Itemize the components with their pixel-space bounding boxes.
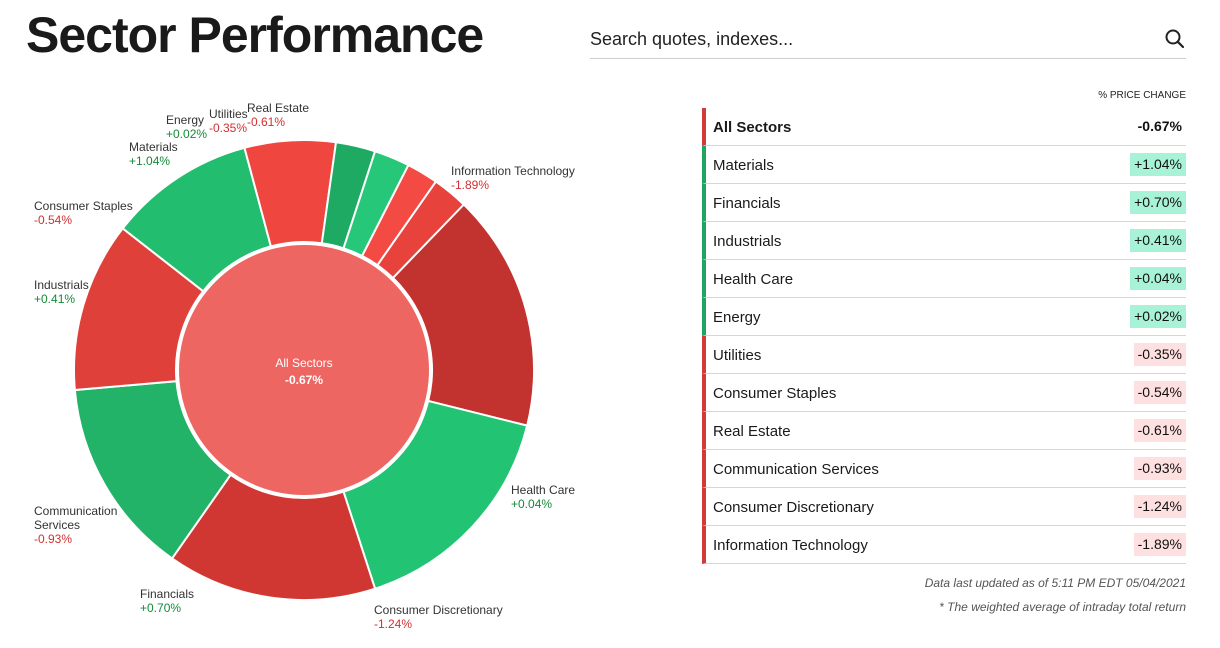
slice-change: +0.04% <box>511 497 552 511</box>
sector-row[interactable]: All Sectors -0.67% <box>702 108 1186 146</box>
center-value: -0.67% <box>285 373 323 387</box>
sector-row[interactable]: Consumer Discretionary -1.24% <box>702 488 1186 526</box>
page-title: Sector Performance <box>26 7 484 63</box>
sector-row[interactable]: Communication Services -0.93% <box>702 450 1186 488</box>
slice-change: -1.89% <box>451 178 489 192</box>
slice-label: Materials <box>129 140 178 154</box>
center-circle[interactable] <box>177 243 431 497</box>
sector-change: +0.70% <box>1130 191 1186 214</box>
slice-change: -0.93% <box>34 532 72 546</box>
sector-row[interactable]: Consumer Staples -0.54% <box>702 374 1186 412</box>
sector-change: -1.89% <box>1133 533 1186 556</box>
sector-name: Consumer Staples <box>713 385 837 402</box>
slice-label: Health Care <box>511 483 575 497</box>
sector-change: +1.04% <box>1130 153 1186 176</box>
sector-change: +0.02% <box>1130 305 1186 328</box>
sector-row[interactable]: Energy +0.02% <box>702 298 1186 336</box>
slice-change: -0.61% <box>247 115 285 129</box>
sector-name: Industrials <box>713 233 782 250</box>
slice-label: Industrials <box>34 278 89 292</box>
column-header: % PRICE CHANGE <box>1098 90 1186 101</box>
slice-change: +0.70% <box>140 601 181 615</box>
sector-name: Real Estate <box>713 423 791 440</box>
pie-slice[interactable] <box>376 180 466 280</box>
sector-name: Communication Services <box>713 461 879 478</box>
slice-change: -0.35% <box>209 121 247 135</box>
sector-name: Consumer Discretionary <box>713 499 874 516</box>
slice-label: Information Technology <box>451 164 575 178</box>
slice-label-line: Services <box>34 518 80 532</box>
slice-label: Energy <box>166 113 204 127</box>
slice-label: Consumer Discretionary <box>374 603 503 617</box>
sector-name: Energy <box>713 309 761 326</box>
sector-change: -0.67% <box>1137 118 1182 134</box>
sector-name: Health Care <box>713 271 794 288</box>
center-label: All Sectors <box>275 356 332 370</box>
sector-row[interactable]: Information Technology -1.89% <box>702 526 1186 564</box>
sector-name: Financials <box>713 195 781 212</box>
slice-label: Utilities <box>209 107 248 121</box>
sector-change: -0.54% <box>1133 381 1186 404</box>
search-bar <box>590 20 1186 59</box>
sector-change: -1.24% <box>1133 495 1186 518</box>
sector-row[interactable]: Industrials +0.41% <box>702 222 1186 260</box>
search-input[interactable] <box>590 24 1130 54</box>
sector-table: % PRICE CHANGE All Sectors -0.67% Material… <box>702 90 1186 614</box>
sector-change: -0.93% <box>1133 457 1186 480</box>
slice-label: Real Estate <box>247 101 309 115</box>
pie-slice[interactable] <box>342 399 529 591</box>
sector-name: Materials <box>713 157 774 174</box>
slice-change: +0.02% <box>166 127 207 141</box>
slice-change: -0.54% <box>34 213 72 227</box>
slice-change: +1.04% <box>129 154 170 168</box>
sector-row[interactable]: Financials +0.70% <box>702 184 1186 222</box>
sector-change: -0.61% <box>1133 419 1186 442</box>
sector-row[interactable]: Materials +1.04% <box>702 146 1186 184</box>
sector-name: Information Technology <box>713 537 868 554</box>
sector-row[interactable]: Utilities -0.35% <box>702 336 1186 374</box>
sector-row[interactable]: Real Estate -0.61% <box>702 412 1186 450</box>
slice-change: -1.24% <box>374 617 412 631</box>
sector-name: Utilities <box>713 347 762 364</box>
search-icon[interactable] <box>1164 28 1186 50</box>
sector-change: +0.04% <box>1130 267 1186 290</box>
slice-change: +0.41% <box>34 292 75 306</box>
sector-change: -0.35% <box>1133 343 1186 366</box>
last-updated-text: Data last updated as of 5:11 PM EDT 05/0… <box>924 576 1186 590</box>
sector-row[interactable]: Health Care +0.04% <box>702 260 1186 298</box>
slice-label-line: Communication <box>34 504 117 518</box>
sector-name: All Sectors <box>713 119 792 136</box>
sector-change: +0.41% <box>1130 229 1186 252</box>
sector-donut-chart: All Sectors-0.67%Information Technology-… <box>34 101 575 631</box>
slice-label: Consumer Staples <box>34 199 133 213</box>
footnote-text: * The weighted average of intraday total… <box>939 600 1186 614</box>
slice-label: Financials <box>140 587 194 601</box>
